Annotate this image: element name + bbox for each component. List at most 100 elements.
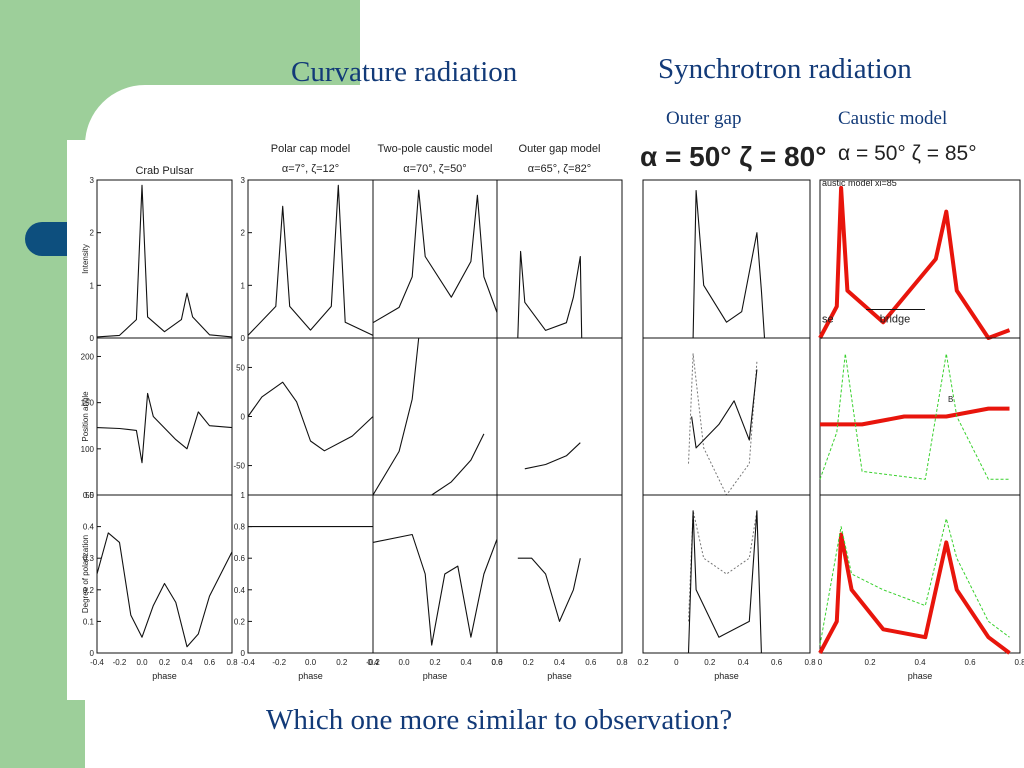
series-5-0-0 xyxy=(818,185,1011,340)
ytick-label-1-0-1: 1 xyxy=(241,281,246,290)
series-4-0-0 xyxy=(688,189,766,339)
xtick-label-1-4: 0.4 xyxy=(367,658,379,667)
series-3-1-0 xyxy=(524,442,581,470)
xtick-label-0-6: 0.8 xyxy=(226,658,238,667)
annotation-5-0-1: bridge xyxy=(880,314,911,326)
xtick-label-4-0: 0.2 xyxy=(637,658,649,667)
ytick-label-0-0-2: 2 xyxy=(90,229,95,238)
annotation-5-1-0: B xyxy=(948,395,953,404)
series-4-2-0 xyxy=(688,510,758,622)
ytick-label-0-2-0: 0 xyxy=(90,649,95,658)
panel-toplabel-5: austic model xi=85 xyxy=(822,178,897,188)
series-5-2-1 xyxy=(819,518,1010,646)
xtick-label-0-1: -0.2 xyxy=(113,658,127,667)
xtick-label-3-4: 0.8 xyxy=(616,658,628,667)
series-3-0-0 xyxy=(510,250,583,339)
panel-frame-5-2 xyxy=(819,494,1021,654)
xtick-label-1-2: 0.0 xyxy=(305,658,317,667)
xtick-label-5-3: 0.6 xyxy=(964,658,976,667)
series-0-1-0 xyxy=(96,392,233,464)
ytick-label-1-0-0: 0 xyxy=(241,334,246,343)
ytick-label-1-1-2: 50 xyxy=(236,363,245,372)
xtick-label-5-4: 0.8 xyxy=(1014,658,1024,667)
xtick-label-4-5: 0.8 xyxy=(804,658,816,667)
series-2-1-0 xyxy=(372,337,420,496)
series-4-1-1 xyxy=(691,369,758,449)
xlabel-4: phase xyxy=(714,671,739,681)
ytick-label-0-2-4: 0.4 xyxy=(83,523,95,532)
question-text: Which one more similar to observation? xyxy=(266,704,733,736)
panel-title-2: Two-pole caustic model xyxy=(378,143,493,155)
xtick-label-1-0: -0.4 xyxy=(241,658,255,667)
ytick-label-0-1-3: 200 xyxy=(81,352,95,361)
xtick-label-0-4: 0.4 xyxy=(181,658,193,667)
title-synchrotron-radiation: Synchrotron radiation xyxy=(658,53,912,85)
xtick-label-5-2: 0.4 xyxy=(914,658,926,667)
xtick-label-0-5: 0.6 xyxy=(204,658,216,667)
panel-subtitle-5: α = 50° ζ = 85° xyxy=(838,142,977,165)
series-3-2-0 xyxy=(517,557,581,622)
xlabel-1: phase xyxy=(298,671,323,681)
series-0-0-0 xyxy=(96,184,233,338)
ytick-label-1-1-0: -50 xyxy=(233,462,245,471)
xtick-label-4-3: 0.4 xyxy=(738,658,750,667)
ytick-label-0-2-1: 0.1 xyxy=(83,617,95,626)
series-1-1-0 xyxy=(247,381,374,452)
ytick-label-1-1-1: 0 xyxy=(241,413,246,422)
ytick-label-1-2-3: 0.6 xyxy=(234,554,246,563)
xtick-label-4-1: 0 xyxy=(674,658,679,667)
xtick-label-3-1: 0.2 xyxy=(523,658,535,667)
xlabel-2: phase xyxy=(423,671,448,681)
ytick-label-0-0-1: 1 xyxy=(90,281,95,290)
series-5-1-0 xyxy=(820,406,1010,427)
ytick-label-0-2-3: 0.3 xyxy=(83,554,95,563)
xtick-label-2-4: 0.6 xyxy=(491,658,503,667)
figure-background xyxy=(67,140,647,700)
panel-subtitle-2: α=70°, ζ=50° xyxy=(403,163,466,175)
series-2-0-0 xyxy=(372,189,498,324)
panel-title-4: Outer gap xyxy=(666,108,741,129)
panel-frame-5-0 xyxy=(819,179,1021,339)
xtick-label-2-2: 0.2 xyxy=(429,658,441,667)
xtick-label-1-3: 0.2 xyxy=(336,658,348,667)
ytick-label-0-0-3: 3 xyxy=(90,176,95,185)
xtick-label-5-0: 0 xyxy=(818,658,823,667)
annotation-5-0-0: se xyxy=(822,314,834,326)
series-4-2-1 xyxy=(687,510,762,654)
xtick-label-5-1: 0.2 xyxy=(864,658,876,667)
ytick-label-1-2-4: 0.8 xyxy=(234,523,246,532)
ytick-label-0-1-1: 100 xyxy=(81,445,95,454)
xtick-label-3-2: 0.4 xyxy=(554,658,566,667)
ytick-label-0-1-2: 150 xyxy=(81,399,95,408)
panel-subtitle-3: α=65°, ζ=82° xyxy=(528,163,591,175)
xtick-label-2-1: 0.0 xyxy=(398,658,410,667)
series-2-2-0 xyxy=(372,533,498,646)
ytick-label-1-2-0: 0 xyxy=(241,649,246,658)
xlabel-5: phase xyxy=(908,671,933,681)
xtick-label-0-2: 0.0 xyxy=(136,658,148,667)
xlabel-3: phase xyxy=(547,671,572,681)
xtick-label-2-3: 0.4 xyxy=(460,658,472,667)
ytick-label-0-2-5: 0.5 xyxy=(83,491,95,500)
xtick-label-0-0: -0.4 xyxy=(90,658,104,667)
panel-title-1: Polar cap model xyxy=(271,143,351,155)
xtick-label-0-3: 0.2 xyxy=(159,658,171,667)
xtick-label-3-3: 0.6 xyxy=(585,658,597,667)
ylabel-0-0: Intensity xyxy=(81,244,90,274)
series-0-2-0 xyxy=(96,532,233,648)
panel-frame-3-2 xyxy=(496,494,623,654)
ytick-label-0-0-0: 0 xyxy=(90,334,95,343)
xtick-label-3-0: 0.0 xyxy=(491,658,503,667)
panel-subtitle-1: α=7°, ζ=12° xyxy=(282,163,339,175)
series-5-2-0 xyxy=(818,532,1011,655)
series-5-1-1 xyxy=(819,353,1010,480)
xtick-label-2-0: -0.2 xyxy=(366,658,380,667)
ytick-label-1-0-3: 3 xyxy=(241,176,246,185)
panel-title-0: Crab Pulsar xyxy=(135,165,193,177)
ytick-label-1-0-2: 2 xyxy=(241,229,246,238)
panel-title-3: Outer gap model xyxy=(519,143,601,155)
ytick-label-0-1-0: 50 xyxy=(85,491,94,500)
series-4-1-0 xyxy=(688,353,758,496)
xlabel-0: phase xyxy=(152,671,177,681)
series-1-0-0 xyxy=(247,184,374,336)
